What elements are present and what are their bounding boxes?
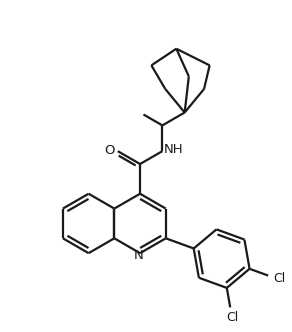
Text: Cl: Cl: [273, 273, 286, 286]
Text: N: N: [134, 249, 144, 262]
Text: NH: NH: [164, 143, 183, 156]
Text: Cl: Cl: [226, 311, 239, 324]
Text: O: O: [105, 144, 115, 157]
